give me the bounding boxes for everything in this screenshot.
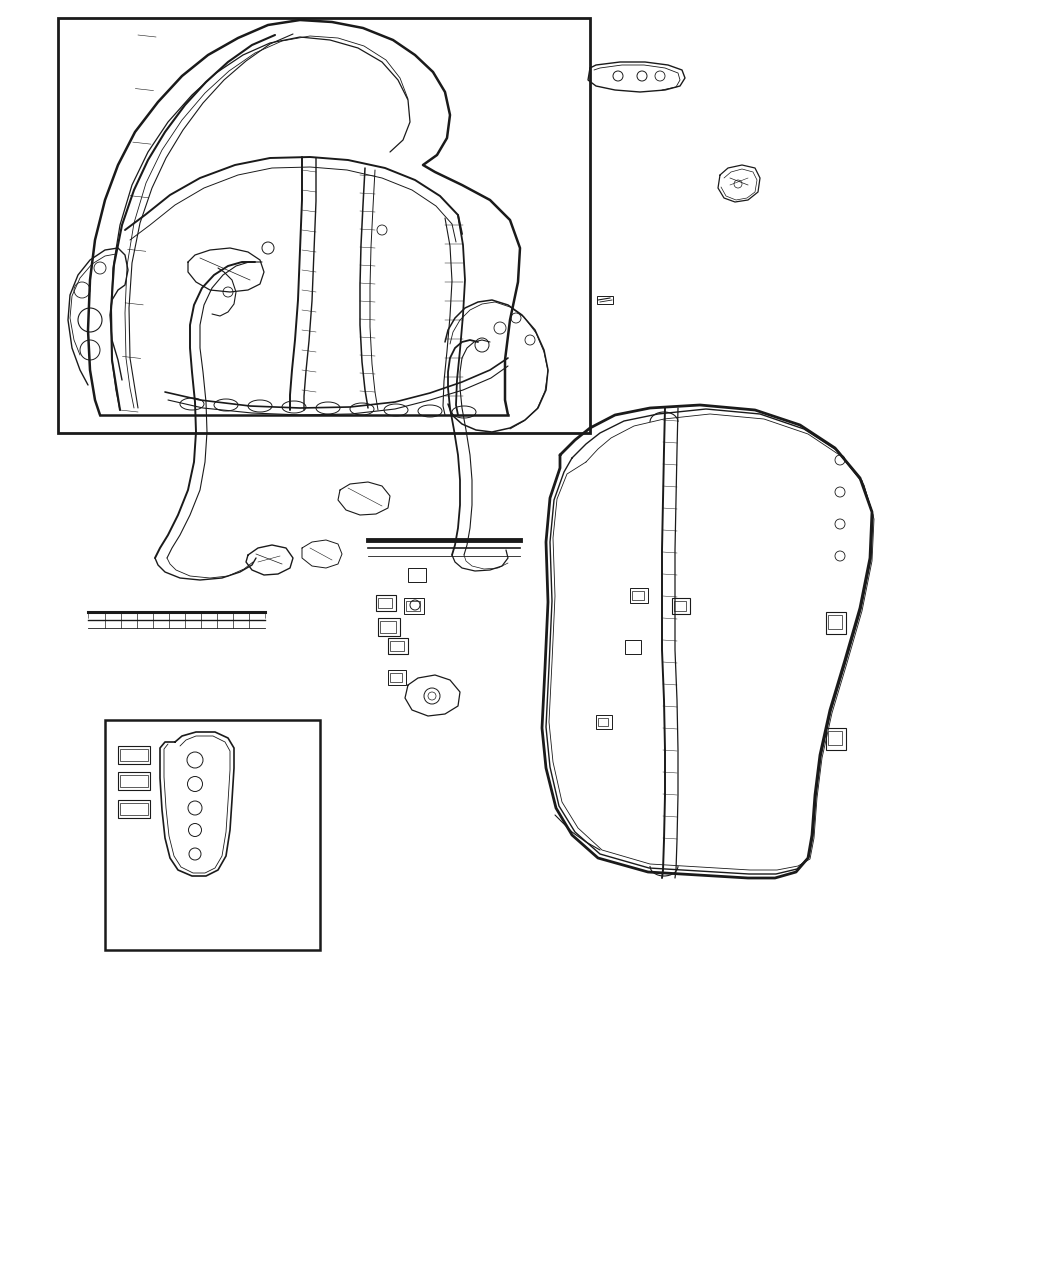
Bar: [672, 598, 690, 615]
Bar: [597, 296, 613, 303]
Bar: [408, 567, 426, 581]
Bar: [630, 588, 648, 603]
Bar: [380, 621, 396, 632]
Bar: [378, 598, 392, 608]
Bar: [388, 669, 406, 685]
Bar: [406, 601, 420, 611]
Bar: [120, 748, 148, 761]
Bar: [826, 612, 846, 634]
Bar: [596, 715, 612, 729]
Bar: [390, 673, 402, 682]
Bar: [118, 746, 150, 764]
Bar: [826, 728, 846, 750]
Bar: [378, 618, 400, 636]
Bar: [828, 731, 842, 745]
Bar: [598, 718, 608, 725]
Bar: [118, 771, 150, 790]
Bar: [105, 720, 320, 950]
Bar: [120, 803, 148, 815]
Bar: [376, 595, 396, 611]
Bar: [390, 641, 404, 652]
Bar: [674, 601, 686, 611]
Bar: [120, 775, 148, 787]
Bar: [388, 638, 408, 654]
Bar: [828, 615, 842, 629]
Bar: [632, 592, 644, 601]
Bar: [625, 640, 640, 654]
Bar: [118, 799, 150, 819]
Bar: [58, 18, 590, 434]
Bar: [404, 598, 424, 615]
